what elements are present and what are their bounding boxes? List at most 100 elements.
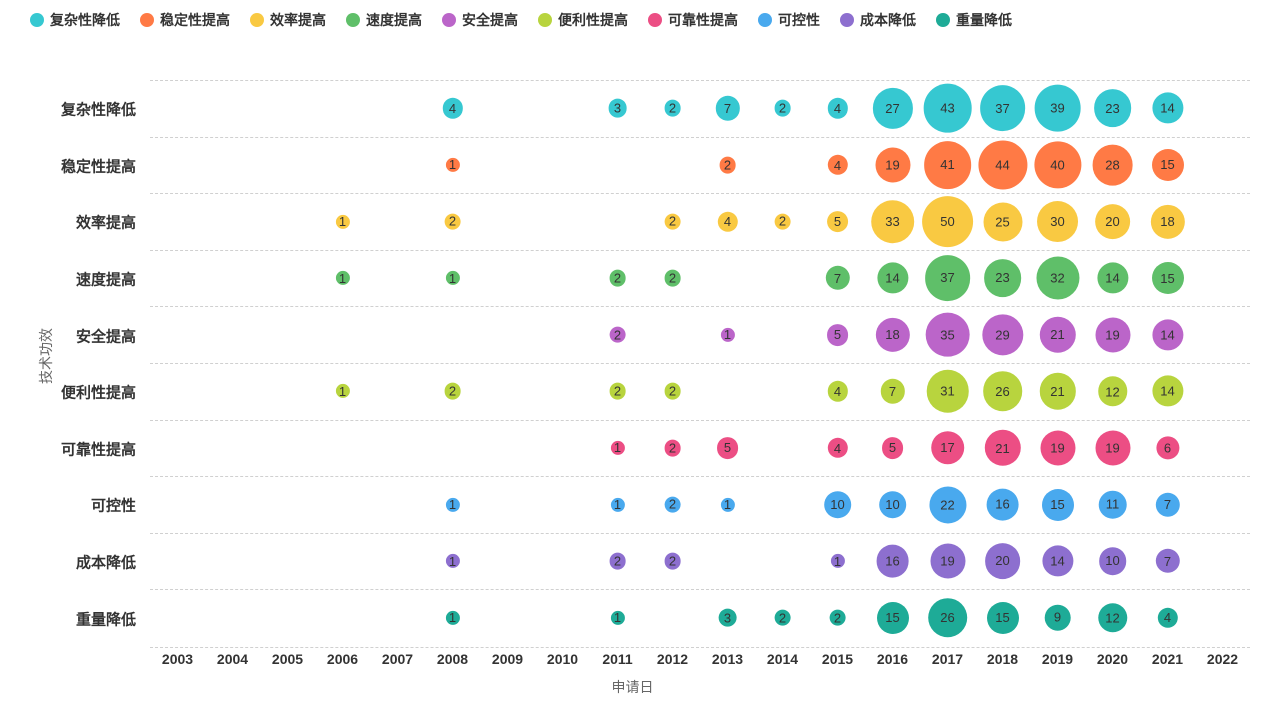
legend-item[interactable]: 重量降低 (936, 10, 1012, 30)
x-axis-title: 申请日 (612, 677, 654, 697)
y-axis-label: 可靠性提高 (61, 438, 150, 459)
legend-item[interactable]: 可靠性提高 (648, 10, 738, 30)
x-axis-tick: 2017 (932, 651, 963, 667)
plot-row: 速度提高 (150, 250, 1250, 308)
y-axis-label: 便利性提高 (61, 382, 150, 403)
bubble[interactable]: 10 (879, 491, 907, 519)
bubble[interactable]: 2 (444, 383, 461, 400)
x-axis-tick: 2013 (712, 651, 743, 667)
x-axis-tick: 2020 (1097, 651, 1128, 667)
plot-row: 复杂性降低 (150, 80, 1250, 138)
legend-item[interactable]: 安全提高 (442, 10, 518, 30)
legend-label: 安全提高 (462, 10, 518, 30)
bubble[interactable]: 32 (1036, 257, 1079, 300)
bubble[interactable]: 2 (444, 213, 461, 230)
bubble[interactable]: 16 (876, 545, 909, 578)
bubble[interactable]: 2 (829, 609, 846, 626)
x-axis-tick: 2007 (382, 651, 413, 667)
bubble[interactable]: 5 (882, 437, 904, 459)
bubble[interactable]: 15 (877, 602, 909, 634)
x-axis-tick: 2021 (1152, 651, 1183, 667)
bubble[interactable]: 19 (875, 147, 910, 182)
legend-item[interactable]: 便利性提高 (538, 10, 628, 30)
bubble-chart: 复杂性降低稳定性提高效率提高速度提高安全提高便利性提高可靠性提高可控性成本降低重… (0, 0, 1265, 711)
bubble[interactable]: 15 (1042, 489, 1074, 521)
legend-dot (648, 13, 662, 27)
bubble[interactable]: 19 (1095, 430, 1130, 465)
legend-item[interactable]: 成本降低 (840, 10, 916, 30)
bubble[interactable]: 28 (1092, 144, 1133, 185)
bubble[interactable]: 2 (664, 383, 681, 400)
bubble[interactable]: 2 (609, 553, 626, 570)
bubble[interactable]: 2 (774, 213, 791, 230)
bubble[interactable]: 2 (664, 213, 681, 230)
y-axis-label: 速度提高 (76, 269, 150, 290)
bubble[interactable]: 44 (978, 140, 1027, 189)
bubble[interactable]: 50 (922, 196, 974, 248)
plot-row: 效率提高 (150, 193, 1250, 251)
legend-label: 效率提高 (270, 10, 326, 30)
bubble[interactable]: 31 (926, 370, 969, 413)
bubble[interactable]: 10 (1099, 547, 1127, 575)
bubble[interactable]: 3 (718, 608, 737, 627)
bubble[interactable]: 33 (871, 200, 915, 244)
x-axis-tick: 2016 (877, 651, 908, 667)
bubble[interactable]: 19 (1040, 430, 1075, 465)
plot-row: 可靠性提高 (150, 420, 1250, 478)
bubble[interactable]: 11 (1098, 490, 1127, 519)
legend-label: 便利性提高 (558, 10, 628, 30)
bubble[interactable]: 5 (827, 324, 849, 346)
bubble[interactable]: 2 (664, 270, 681, 287)
bubble[interactable]: 26 (928, 598, 968, 638)
bubble[interactable]: 2 (664, 553, 681, 570)
bubble[interactable]: 20 (985, 543, 1021, 579)
y-axis-label: 重量降低 (76, 608, 150, 629)
bubble[interactable]: 19 (930, 544, 965, 579)
bubble[interactable]: 39 (1034, 85, 1081, 132)
bubble[interactable]: 41 (924, 141, 972, 189)
bubble[interactable]: 2 (719, 157, 736, 174)
bubble[interactable]: 35 (925, 312, 970, 357)
bubble[interactable]: 9 (1044, 604, 1071, 631)
bubble[interactable]: 2 (609, 326, 626, 343)
legend-item[interactable]: 稳定性提高 (140, 10, 230, 30)
legend-item[interactable]: 效率提高 (250, 10, 326, 30)
legend-label: 可控性 (778, 10, 820, 30)
legend-item[interactable]: 可控性 (758, 10, 820, 30)
bubble[interactable]: 19 (1095, 317, 1130, 352)
bubble[interactable]: 2 (664, 496, 681, 513)
bubble[interactable]: 15 (1152, 149, 1184, 181)
bubble[interactable]: 30 (1037, 201, 1079, 243)
bubble[interactable]: 40 (1034, 141, 1081, 188)
bubble[interactable]: 2 (774, 100, 791, 117)
bubble[interactable]: 22 (929, 486, 966, 523)
bubble[interactable]: 2 (609, 383, 626, 400)
y-axis-label: 复杂性降低 (61, 99, 150, 120)
bubble[interactable]: 3 (608, 99, 627, 118)
legend-item[interactable]: 速度提高 (346, 10, 422, 30)
bubble[interactable]: 15 (1152, 262, 1184, 294)
bubble[interactable]: 23 (984, 259, 1022, 297)
legend-dot (840, 13, 854, 27)
plot-row: 安全提高 (150, 306, 1250, 364)
bubble[interactable]: 37 (980, 85, 1026, 131)
bubble[interactable]: 5 (717, 437, 739, 459)
bubble[interactable]: 2 (609, 270, 626, 287)
bubble[interactable]: 16 (986, 488, 1019, 521)
bubble[interactable]: 25 (983, 202, 1022, 241)
bubble[interactable]: 5 (827, 211, 849, 233)
legend-label: 复杂性降低 (50, 10, 120, 30)
bubble[interactable]: 20 (1095, 204, 1131, 240)
bubble[interactable]: 26 (983, 371, 1023, 411)
bubble[interactable]: 2 (664, 100, 681, 117)
bubble[interactable]: 15 (987, 602, 1019, 634)
bubble[interactable]: 2 (774, 609, 791, 626)
x-axis-tick: 2012 (657, 651, 688, 667)
bubble[interactable]: 2 (664, 440, 681, 457)
bubble[interactable]: 10 (824, 491, 852, 519)
bubble[interactable]: 17 (931, 431, 965, 465)
bubble[interactable]: 23 (1094, 89, 1132, 127)
bubble[interactable]: 37 (925, 255, 971, 301)
bubble[interactable]: 43 (923, 84, 972, 133)
legend-item[interactable]: 复杂性降低 (30, 10, 120, 30)
